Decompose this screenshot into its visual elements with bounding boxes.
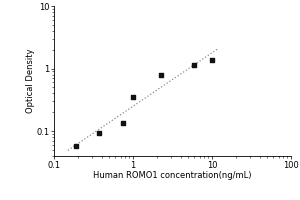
Point <box>130 95 135 99</box>
Point <box>192 63 197 66</box>
Point <box>73 144 78 148</box>
Point <box>121 121 125 125</box>
Point <box>210 59 214 62</box>
X-axis label: Human ROMO1 concentration(ng/mL): Human ROMO1 concentration(ng/mL) <box>93 171 252 180</box>
Point <box>97 131 102 134</box>
Y-axis label: Optical Density: Optical Density <box>26 49 34 113</box>
Point <box>158 73 163 76</box>
